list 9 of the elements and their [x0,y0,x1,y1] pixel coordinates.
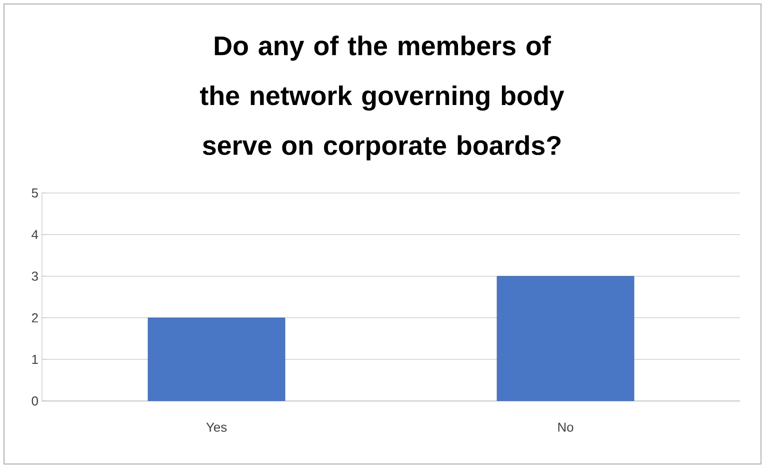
chart-title: Do any of the members of the network governing body serve on corporate boards? [200,36,564,160]
y-tick-label: 3 [32,272,38,281]
x-tick-label: No [558,422,574,432]
x-tick-label: Yes [206,422,227,432]
y-tick-label: 0 [32,396,38,406]
y-tick-label: 5 [32,188,38,198]
y-tick-label: 1 [32,354,38,364]
y-tick-label: 4 [32,230,38,240]
y-tick-label: 2 [32,313,38,322]
